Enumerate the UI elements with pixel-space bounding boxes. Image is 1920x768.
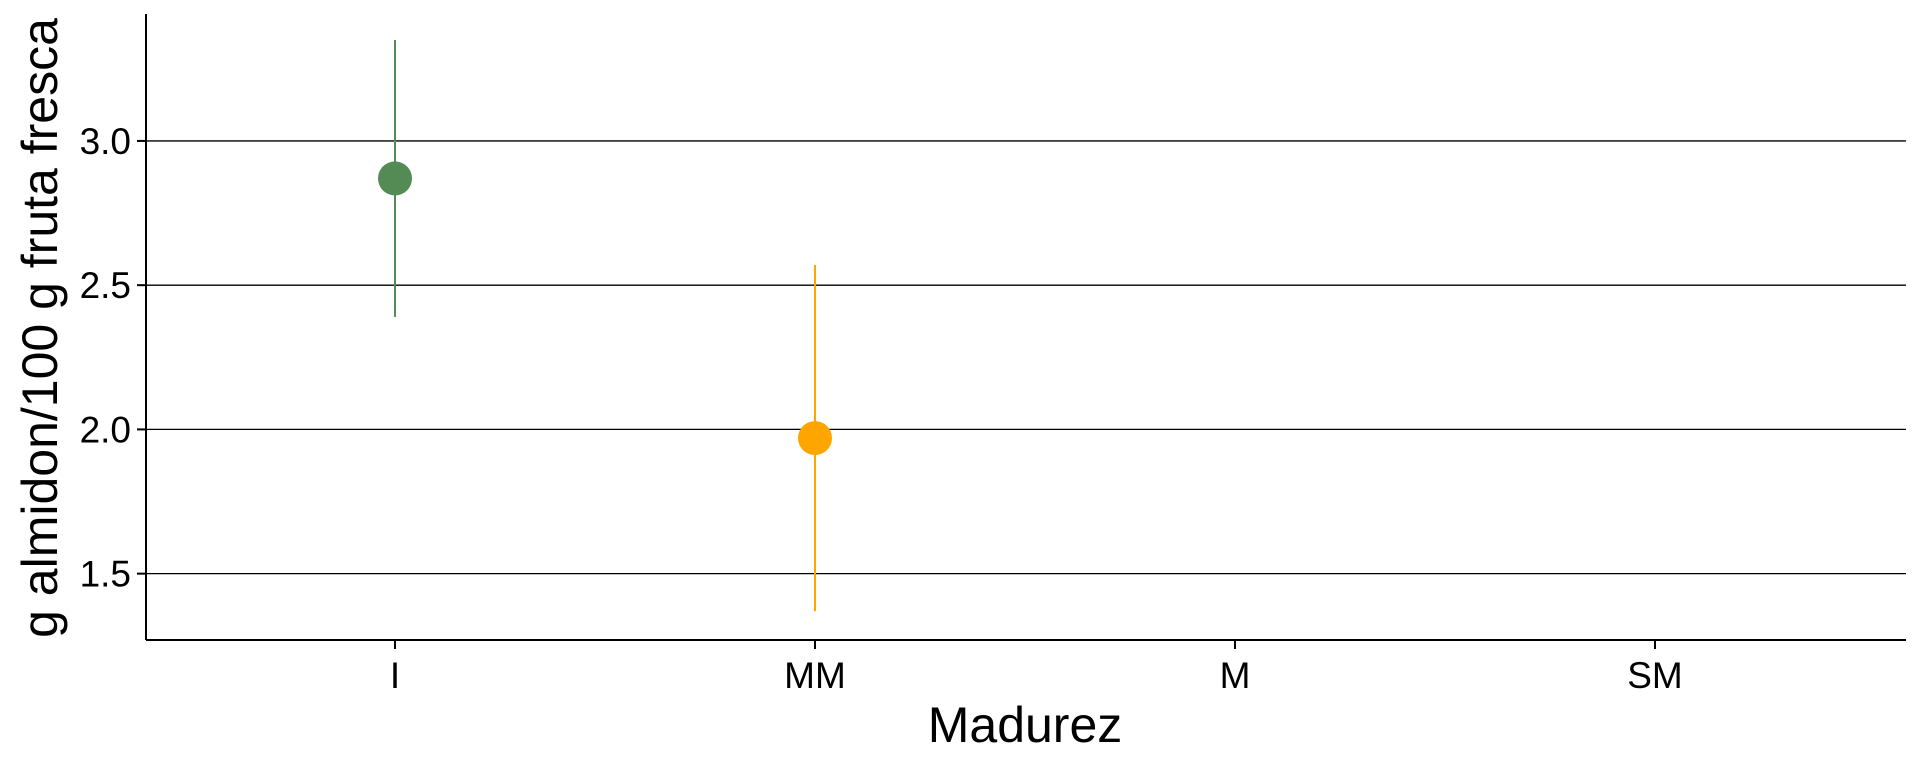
y-tick-label: 2.0 bbox=[80, 409, 131, 450]
data-marks bbox=[378, 39, 832, 612]
data-point bbox=[378, 161, 412, 196]
y-axis-title: g almidon/100 g fruta fresca bbox=[12, 18, 68, 638]
x-tick-label: M bbox=[1220, 655, 1251, 696]
data-point bbox=[798, 421, 832, 456]
y-tick-label: 2.5 bbox=[80, 265, 131, 306]
grid-lines bbox=[146, 140, 1906, 575]
x-tick-label: MM bbox=[784, 655, 846, 696]
x-axis-title: Madurez bbox=[928, 697, 1123, 753]
x-tick-label: I bbox=[390, 655, 400, 696]
y-tick-label: 3.0 bbox=[80, 121, 131, 162]
y-tick-label: 1.5 bbox=[80, 554, 131, 595]
axis-ticks: 1.52.02.53.0I MM M SM bbox=[80, 121, 1683, 696]
x-tick-label: SM bbox=[1627, 655, 1683, 696]
